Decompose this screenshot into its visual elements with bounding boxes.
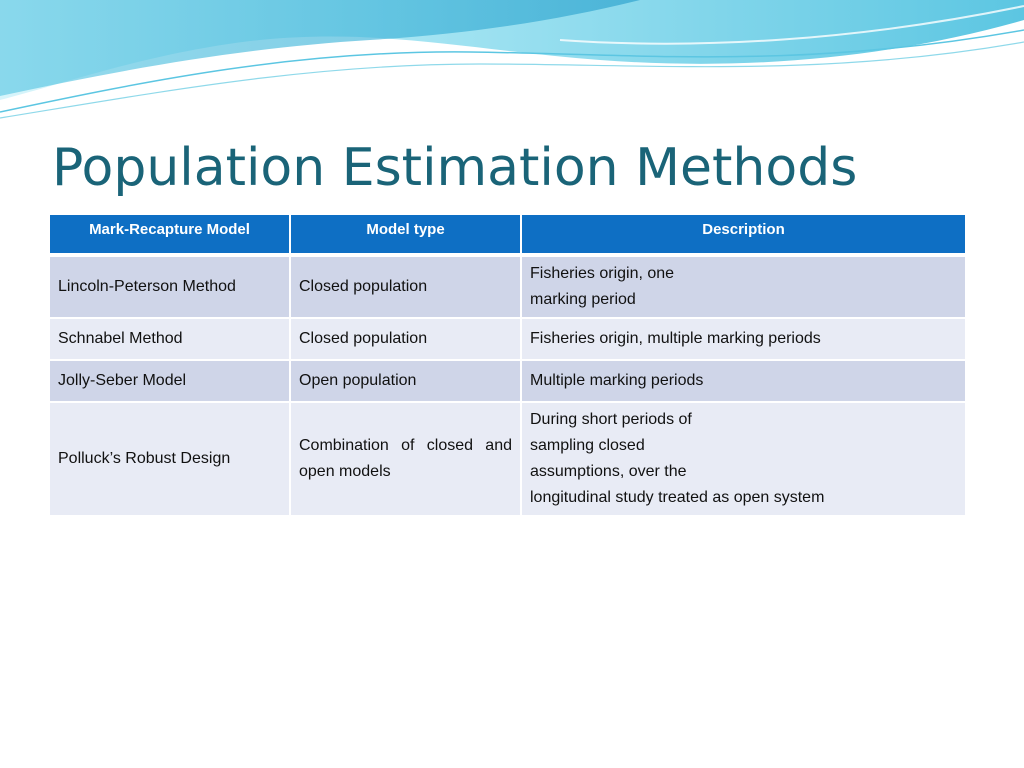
description-line: sampling closed bbox=[530, 437, 645, 454]
table-header-row: Mark-Recapture Model Model type Descript… bbox=[50, 215, 965, 257]
description-line: longitudinal study treated as open syste… bbox=[530, 489, 825, 506]
description-line: assumptions, over the bbox=[530, 463, 687, 480]
description-line: During short periods of bbox=[530, 411, 692, 428]
cell-type: Closed population bbox=[290, 318, 522, 361]
description-line: marking period bbox=[530, 291, 636, 308]
methods-table: Mark-Recapture Model Model type Descript… bbox=[50, 215, 965, 517]
cell-description: Fisheries origin, one marking period bbox=[521, 255, 965, 319]
description-line: Fisheries origin, multiple marking perio… bbox=[530, 330, 821, 347]
description-line: Multiple marking periods bbox=[530, 372, 704, 389]
wave-fill-deep bbox=[0, 0, 640, 96]
cell-description: Multiple marking periods bbox=[521, 360, 965, 403]
cell-description: Fisheries origin, multiple marking perio… bbox=[521, 318, 965, 361]
description-line: Fisheries origin, one bbox=[530, 265, 675, 282]
wave-line-1 bbox=[0, 29, 1024, 113]
table-row: Lincoln-Peterson Method Closed populatio… bbox=[50, 255, 965, 319]
wave-line-3 bbox=[559, 5, 1024, 45]
table-row: Polluck’s Robust Design Combination of c… bbox=[50, 402, 965, 517]
header-description: Description bbox=[521, 215, 965, 257]
slide-title: Population Estimation Methods bbox=[52, 138, 858, 198]
cell-model: Polluck’s Robust Design bbox=[50, 402, 291, 517]
cell-description: During short periods of sampling closed … bbox=[521, 402, 965, 517]
header-mark-recapture-model: Mark-Recapture Model bbox=[50, 215, 291, 257]
table-row: Schnabel Method Closed population Fisher… bbox=[50, 318, 965, 361]
header-wave-decoration bbox=[0, 0, 1024, 119]
header-model-type: Model type bbox=[290, 215, 522, 257]
cell-model: Jolly-Seber Model bbox=[50, 360, 291, 403]
cell-type: Closed population bbox=[290, 255, 522, 319]
table-row: Jolly-Seber Model Open population Multip… bbox=[50, 360, 965, 403]
wave-line-2 bbox=[0, 41, 1024, 119]
cell-model: Schnabel Method bbox=[50, 318, 291, 361]
cell-type: Open population bbox=[290, 360, 522, 403]
cell-type: Combination of closed and open models bbox=[290, 402, 522, 517]
cell-model: Lincoln-Peterson Method bbox=[50, 255, 291, 319]
